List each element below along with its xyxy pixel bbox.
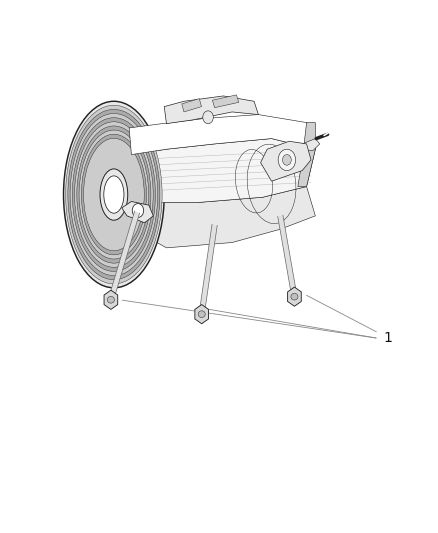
- Ellipse shape: [66, 105, 162, 284]
- Polygon shape: [104, 290, 118, 309]
- Ellipse shape: [74, 122, 153, 268]
- Polygon shape: [122, 201, 153, 223]
- Polygon shape: [199, 224, 217, 314]
- Polygon shape: [109, 211, 140, 301]
- Polygon shape: [278, 215, 297, 297]
- Ellipse shape: [72, 118, 155, 271]
- Ellipse shape: [100, 169, 128, 220]
- Polygon shape: [261, 141, 311, 181]
- Polygon shape: [195, 304, 208, 324]
- Polygon shape: [125, 139, 315, 203]
- Ellipse shape: [107, 296, 114, 303]
- Polygon shape: [129, 115, 315, 155]
- Ellipse shape: [84, 139, 144, 251]
- Ellipse shape: [104, 176, 124, 213]
- Text: 1: 1: [383, 332, 392, 345]
- Polygon shape: [288, 287, 301, 306]
- Polygon shape: [182, 99, 201, 112]
- Ellipse shape: [81, 134, 146, 255]
- Polygon shape: [125, 187, 315, 248]
- Polygon shape: [302, 139, 320, 150]
- Circle shape: [283, 155, 291, 165]
- Circle shape: [278, 149, 296, 171]
- Ellipse shape: [198, 311, 205, 318]
- Ellipse shape: [291, 293, 298, 300]
- Ellipse shape: [77, 126, 151, 263]
- Circle shape: [132, 204, 144, 217]
- Circle shape: [203, 111, 213, 124]
- Polygon shape: [164, 96, 258, 124]
- Ellipse shape: [79, 130, 148, 259]
- Ellipse shape: [64, 101, 164, 288]
- Ellipse shape: [70, 114, 158, 276]
- Polygon shape: [298, 123, 315, 187]
- Polygon shape: [212, 95, 239, 108]
- Ellipse shape: [68, 109, 160, 280]
